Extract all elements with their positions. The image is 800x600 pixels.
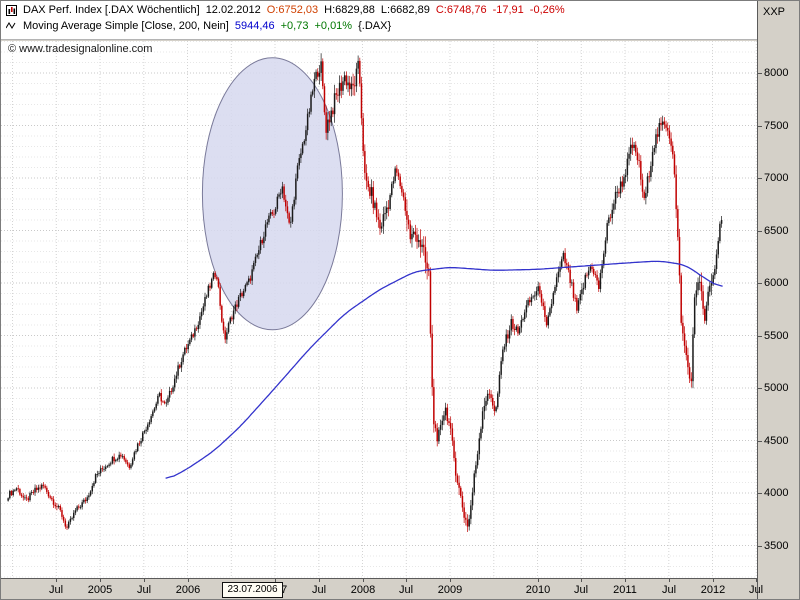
- plot-area[interactable]: © www.tradesignalonline.com: [1, 41, 757, 578]
- x-axis-label: Jul: [661, 584, 677, 596]
- x-axis-label: Jul: [48, 584, 64, 596]
- x-axis-tick: [581, 579, 582, 582]
- indicator-wave-icon: [6, 21, 17, 31]
- indicator-value: 5944,46: [234, 20, 275, 32]
- ma-line: [165, 260, 723, 479]
- x-axis-tick: [669, 579, 670, 582]
- instrument-title: DAX Perf. Index [.DAX Wöchentlich]: [23, 4, 200, 16]
- change-absolute: -17,91: [492, 4, 524, 16]
- x-axis-label: Jul: [311, 584, 327, 596]
- instrument-info-row: DAX Perf. Index [.DAX Wöchentlich] 12.02…: [6, 4, 565, 16]
- x-axis-tick: [756, 579, 757, 582]
- copyright-watermark: © www.tradesignalonline.com: [8, 43, 153, 55]
- x-axis-label: 2011: [613, 584, 637, 596]
- y-axis-tick: [758, 73, 762, 74]
- y-axis-tick: [758, 178, 762, 179]
- y-axis-label: 7000: [764, 172, 789, 184]
- x-axis-tick: [56, 579, 57, 582]
- y-axis-tick: [758, 388, 762, 389]
- y-axis-label: 5000: [764, 382, 789, 394]
- indicator-change-percent: +0,01%: [314, 20, 353, 32]
- axis-unit-label: XXP: [763, 6, 786, 18]
- y-axis-tick: [758, 493, 762, 494]
- indicator-info-row: Moving Average Simple [Close, 200, Nein]…: [6, 20, 391, 32]
- x-axis-tick: [100, 579, 101, 582]
- y-axis-label: 6500: [764, 225, 789, 237]
- y-axis-tick: [758, 441, 762, 442]
- x-axis-label: Jul: [136, 584, 152, 596]
- x-axis-label: Jul: [748, 584, 764, 596]
- x-axis-label: 2009: [437, 584, 463, 596]
- x-axis-label: 2006: [175, 584, 201, 596]
- x-axis-tick: [144, 579, 145, 582]
- y-axis-label: 7500: [764, 120, 789, 132]
- price-chart-canvas[interactable]: [1, 41, 757, 578]
- x-axis-tick: [275, 579, 276, 582]
- indicator-symbol-suffix: {.DAX}: [358, 20, 392, 32]
- y-axis-tick: [758, 336, 762, 337]
- x-axis-label: 2008: [350, 584, 376, 596]
- annotation-ellipse[interactable]: [201, 57, 343, 331]
- x-axis-label: Jul: [398, 584, 414, 596]
- x-axis-tick: [625, 579, 626, 582]
- price-axis[interactable]: XXP 8000 7500 7000 6500 6000 5500 5000 4500 4000…: [757, 1, 799, 599]
- x-axis-tick: [713, 579, 714, 582]
- y-axis-tick: [758, 283, 762, 284]
- y-axis-label: 4000: [764, 487, 789, 499]
- quote-date: 12.02.2012: [205, 4, 261, 16]
- x-axis-tick: [450, 579, 451, 582]
- y-axis-label: 8000: [764, 67, 789, 79]
- y-axis-tick: [758, 126, 762, 127]
- chart-type-icon: [6, 4, 17, 16]
- x-axis-label: Jul: [573, 584, 589, 596]
- indicator-change-absolute: +0,73: [280, 20, 309, 32]
- x-axis-tick: [406, 579, 407, 582]
- y-axis-label: 5500: [764, 330, 789, 342]
- low-value: L:6682,89: [380, 4, 430, 16]
- x-axis-label: 2012: [700, 584, 726, 596]
- x-axis-tick: [188, 579, 189, 582]
- high-value: H:6829,88: [324, 4, 375, 16]
- x-axis-tick: [319, 579, 320, 582]
- chart-header: DAX Perf. Index [.DAX Wöchentlich] 12.02…: [1, 1, 757, 40]
- y-axis-label: 4500: [764, 435, 789, 447]
- y-axis-label: 6000: [764, 277, 789, 289]
- change-percent: -0,26%: [529, 4, 565, 16]
- x-axis-label: 2010: [525, 584, 551, 596]
- x-axis-tick: [538, 579, 539, 582]
- y-axis-label: 3500: [764, 540, 789, 552]
- x-axis-tick: [363, 579, 364, 582]
- date-marker: 23.07.2006: [222, 582, 283, 598]
- y-axis-tick: [758, 546, 762, 547]
- close-value: C:6748,76: [435, 4, 487, 16]
- x-axis-label: 2005: [87, 584, 113, 596]
- open-value: O:6752,03: [266, 4, 319, 16]
- y-axis-tick: [758, 231, 762, 232]
- indicator-title: Moving Average Simple [Close, 200, Nein]: [23, 20, 229, 32]
- time-axis[interactable]: 23.07.2006 Jul2005Jul20062007Jul2008Jul2…: [1, 578, 763, 599]
